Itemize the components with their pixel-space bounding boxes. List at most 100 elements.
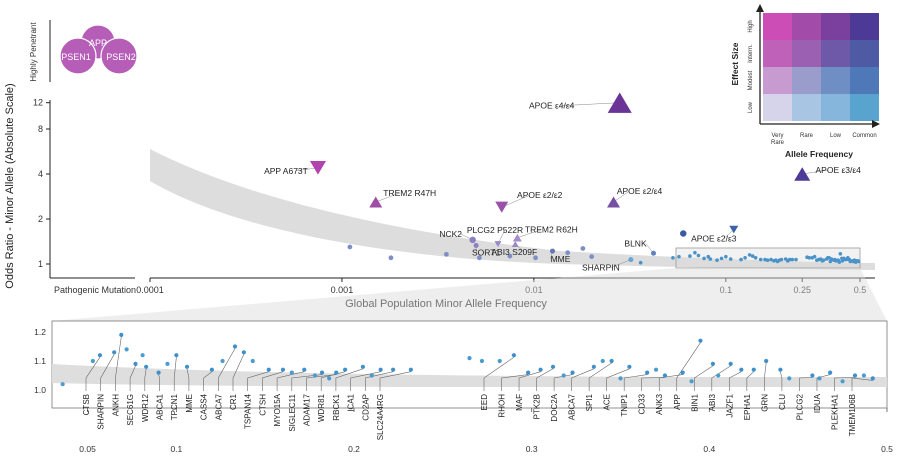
zoom-label-sec61g-77: SEC61G bbox=[126, 394, 135, 426]
zoom-point-wdr12-83 bbox=[144, 364, 149, 369]
common-variant-point-14 bbox=[769, 257, 773, 262]
legend-x-levels: Very Rare Rare Low Common bbox=[771, 133, 877, 146]
zoom-label-spi1-345: SPI1 bbox=[585, 393, 594, 411]
zoom-point-ctsb-57 bbox=[97, 353, 103, 358]
zoom-point-cd33-375 bbox=[662, 373, 668, 378]
data-point-3 bbox=[443, 251, 449, 257]
zoom-point-9 bbox=[312, 373, 318, 378]
legend-cell-interm-very-rare bbox=[763, 40, 792, 67]
zoom-point-19 bbox=[689, 379, 694, 384]
zoom-x-tick-label-0-5: 0.5 bbox=[881, 444, 893, 454]
zoom-label-wdr12-83: WDR12 bbox=[141, 393, 150, 422]
leader-apoe-3-4 bbox=[802, 169, 829, 175]
variant-label-sort1: SORT1 bbox=[472, 247, 500, 257]
common-variant-point-20 bbox=[790, 257, 795, 262]
zoom-label-ank3-385: ANK3 bbox=[655, 393, 664, 414]
zoom-label-app-395: APP bbox=[673, 394, 682, 410]
leader-apoe-2-2 bbox=[501, 194, 530, 208]
zoom-point-rhoh-298 bbox=[526, 370, 531, 375]
zoom-point-doc2a-323 bbox=[570, 370, 575, 375]
zoom-leader-app-395 bbox=[676, 342, 701, 391]
common-variant-point-52 bbox=[772, 259, 776, 263]
zoom-point-14 bbox=[497, 358, 502, 364]
gene-label-psen1: PSEN1 bbox=[61, 52, 91, 62]
zoom-label-ace-355: ACE bbox=[603, 394, 612, 410]
zoom-leader-ctsh-160 bbox=[262, 371, 284, 391]
zoom-leader-plcg2-458 bbox=[799, 377, 813, 391]
data-points bbox=[309, 92, 861, 265]
common-variant-point-45 bbox=[671, 256, 675, 260]
data-point-4 bbox=[476, 255, 482, 261]
gene-circle-psen1 bbox=[59, 37, 97, 75]
variant-label-apoe-2-2: APOE ε2/ε2 bbox=[517, 190, 563, 200]
zoom-point-8 bbox=[289, 370, 294, 375]
zoom-point-1 bbox=[60, 382, 65, 387]
zoom-power-band bbox=[52, 364, 887, 387]
leader-apoe-2-4 bbox=[613, 190, 630, 203]
zoom-label-tnip1-365: TNIP1 bbox=[620, 393, 629, 416]
variant-label-trem2-r62h: TREM2 R62H bbox=[525, 225, 578, 235]
zoom-point-sharpin-65 bbox=[112, 350, 117, 355]
common-variant-point-48 bbox=[719, 256, 724, 261]
zoom-point-idua-468 bbox=[828, 370, 833, 375]
common-variant-point-57 bbox=[810, 256, 815, 260]
data-point-8 bbox=[580, 246, 586, 251]
zoom-leader-ace-355 bbox=[606, 368, 630, 391]
common-variant-point-67 bbox=[856, 259, 860, 263]
zoom-point-23 bbox=[840, 379, 845, 384]
zoom-label-slc24a4rg-232: SLC24A4RG bbox=[376, 394, 385, 440]
zoom-point-cd2ap-222 bbox=[391, 367, 396, 372]
zoom-label-rbck1-205: RBCK1 bbox=[332, 393, 341, 420]
variant-marker-apoe-2-2 bbox=[495, 201, 509, 213]
zoom-point-tspan14-152 bbox=[266, 367, 271, 372]
zoom-leader-ptk2b-312 bbox=[536, 368, 554, 391]
legend-cell-low-common bbox=[850, 94, 879, 121]
zoom-leader-tnip1-365 bbox=[623, 374, 648, 391]
common-variant-point-61 bbox=[833, 257, 837, 262]
zoom-point-sec61g-77 bbox=[133, 361, 138, 366]
zoom-label-abca7-133: ABCA7 bbox=[214, 393, 223, 420]
legend-cell-modest-low bbox=[821, 67, 850, 94]
zoom-point-rbck1-205 bbox=[360, 364, 366, 369]
zoom-point-18 bbox=[653, 367, 659, 372]
variant-label-apoe-4-4: APOE ε4/ε4 bbox=[529, 101, 575, 111]
zoom-point-5 bbox=[165, 361, 170, 366]
zoom-point-17 bbox=[618, 376, 623, 381]
zoom-point-15 bbox=[561, 373, 566, 378]
variant-label-apoe-2-3: APOE ε2/ε3 bbox=[691, 234, 737, 244]
zoom-label-myo15a-172: MYO15A bbox=[273, 393, 282, 426]
zoom-label-abca7-335: ABCA7 bbox=[568, 393, 577, 420]
zoom-connector bbox=[52, 268, 887, 321]
legend-y-levels: Low Modest Interm. High bbox=[748, 20, 754, 113]
zoom-point-cass4-120 bbox=[209, 367, 214, 372]
zoom-y-tick-label-1-0: 1.0 bbox=[34, 385, 46, 395]
gene-label-app: APP bbox=[89, 38, 107, 48]
y-tick-label-4: 4 bbox=[38, 169, 43, 179]
zoom-label-clu-440: CLU bbox=[778, 394, 787, 410]
variant-marker-apoe-2-4 bbox=[607, 196, 621, 208]
zoom-label-ica1-215: ICA1 bbox=[347, 393, 356, 411]
common-variant-point-46 bbox=[696, 253, 701, 258]
legend-cell-high-rare bbox=[792, 13, 821, 40]
variant-marker-mme bbox=[549, 248, 556, 254]
zoom-point-plcg2-458 bbox=[810, 373, 815, 378]
zoom-point-spi1-345 bbox=[609, 358, 614, 364]
zoom-leader-adam17-190 bbox=[306, 374, 337, 391]
zoom-point-ctsh-160 bbox=[280, 367, 286, 372]
zoom-leader-ankh-69 bbox=[115, 336, 122, 391]
zoom-point-tmem106b-492 bbox=[870, 376, 875, 381]
zoom-leader-maf-305 bbox=[518, 371, 541, 391]
x-tick-label-0-5: 0.5 bbox=[854, 285, 867, 295]
variant-label-plcg2-p522r: PLCG2 P522R bbox=[467, 225, 523, 235]
zoom-label-eed-290: EED bbox=[480, 394, 489, 411]
zoom-label-cass4-120: CASS4 bbox=[200, 393, 209, 420]
zoom-leader-spi1-345 bbox=[588, 362, 612, 391]
y-tick-label-1: 1 bbox=[38, 259, 43, 269]
common-variant-point-53 bbox=[775, 259, 780, 264]
common-variant-point-44 bbox=[638, 260, 643, 265]
power-band bbox=[150, 149, 875, 270]
common-variant-point-58 bbox=[820, 259, 825, 263]
legend-cell-modest-rare bbox=[792, 67, 821, 94]
zoom-label-sharpin-65: SHARPIN bbox=[97, 394, 106, 430]
